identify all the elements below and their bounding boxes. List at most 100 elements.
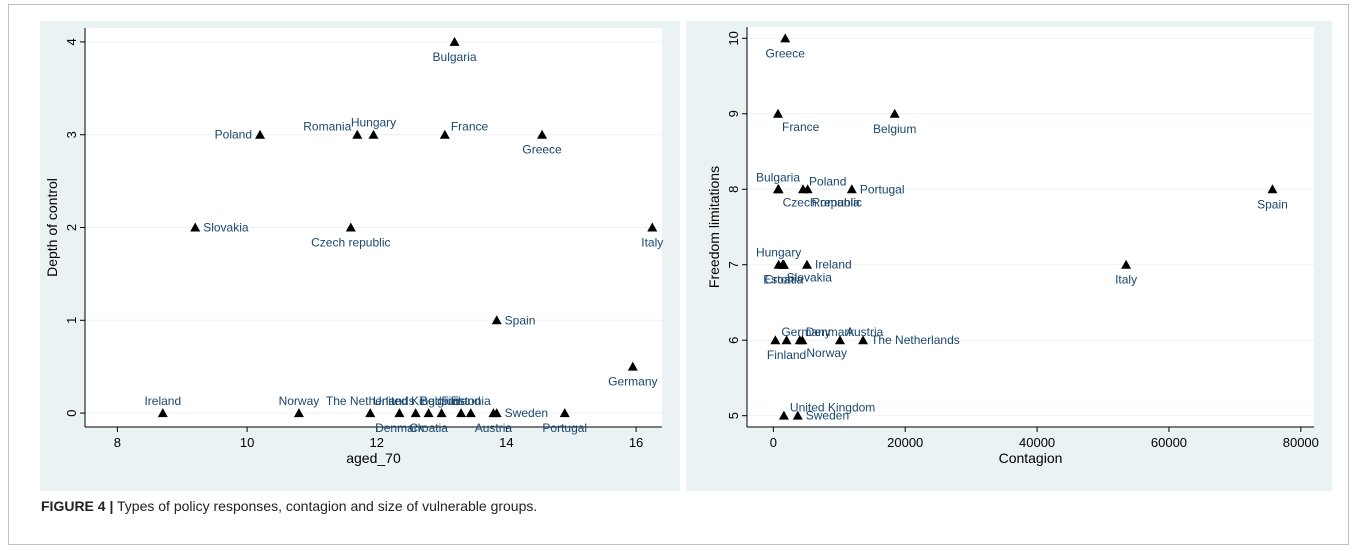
- chart-0-point-label-croatia: Croatia: [409, 421, 448, 435]
- chart-0-point-label-finland: Finland: [441, 394, 480, 408]
- chart-0-marker-greece: [537, 129, 548, 139]
- chart-0-point-label-ireland: Ireland: [144, 394, 181, 408]
- chart-1-point-label-austria: Austria: [846, 325, 884, 339]
- chart-1-point-label-greece: Greece: [766, 46, 806, 60]
- chart-0-y-tick-label-2: 2: [64, 224, 79, 231]
- chart-1-point-label-france: France: [782, 120, 820, 134]
- chart-1-point-label-italy: Italy: [1115, 273, 1137, 287]
- chart-1-point-label-denmark: Denmark: [806, 325, 856, 339]
- chart-1-marker-united-kingdom: [778, 410, 789, 420]
- chart-1-marker-sweden: [792, 410, 803, 420]
- chart-1-x-tick-label-3: 60000: [1151, 435, 1187, 450]
- chart-0-point-label-greece: Greece: [522, 143, 562, 157]
- chart-0-point-label-spain: Spain: [505, 313, 536, 327]
- chart-1-point-label-slovakia: Slovakia: [787, 271, 833, 285]
- chart-1-x-tick-label-1: 20000: [887, 435, 923, 450]
- chart-contagion-freedom-limitations: 0 20000 40000 60000 80000 5 6 7 8 9 10 Contagion Fre…: [686, 21, 1332, 491]
- chart-0-x-tick-label-1: 10: [240, 435, 254, 450]
- chart-1-marker-ireland: [801, 259, 812, 269]
- chart-1-marker-portugal: [846, 184, 857, 194]
- figure-frame: [8, 4, 1349, 545]
- chart-0-point-label-italy: Italy: [641, 236, 663, 250]
- chart-0-point-label-belgium: Belgium: [420, 394, 463, 408]
- chart-1-marker-norway: [797, 335, 808, 345]
- chart-0-point-label-czech-republic: Czech republic: [311, 236, 390, 250]
- chart-0-marker-hungary: [368, 129, 379, 139]
- chart-0-marker-united-kingdom: [410, 408, 421, 418]
- chart-1-marker-greece: [780, 33, 791, 43]
- chart-1-point-label-norway: Norway: [806, 346, 847, 360]
- chart-0-point-label-slovakia: Slovakia: [203, 221, 249, 235]
- chart-1-point-label-spain: Spain: [1257, 197, 1288, 211]
- chart-0-point-label-france: France: [451, 120, 489, 134]
- chart-1-point-label-germany: Germany: [781, 325, 830, 339]
- chart-1-point-label-portugal: Portugal: [860, 182, 905, 196]
- chart-1-y-tick-label-5: 10: [726, 31, 741, 45]
- chart-0-point-label-united-kingdom: United Kingdom: [373, 394, 458, 408]
- chart-0-marker-poland: [255, 129, 266, 139]
- chart-1-point-label-poland: Poland: [809, 174, 846, 188]
- chart-1-point-label-hungary: Hungary: [756, 246, 801, 260]
- chart-1-plot-area: [747, 27, 1314, 427]
- chart-0-marker-finland: [456, 408, 467, 418]
- chart-0-point-label-austria: Austria: [475, 421, 513, 435]
- chart-0-point-label-sweden: Sweden: [505, 406, 548, 420]
- chart-0-marker-slovakia: [190, 222, 201, 232]
- chart-0-x-axis-title: aged_70: [346, 450, 401, 466]
- chart-0-y-tick-label-1: 1: [64, 317, 79, 324]
- chart-1-y-tick-label-1: 6: [726, 337, 741, 344]
- chart-1-marker-italy: [1121, 259, 1132, 269]
- chart-0-marker-sweden: [491, 408, 502, 418]
- chart-0-point-label-denmark: Denmark: [375, 421, 425, 435]
- chart-1-point-label-bulgaria: Bulgaria: [756, 170, 800, 184]
- chart-1-marker-austria: [834, 335, 845, 345]
- chart-0-point-label-portugal: Portugal: [542, 421, 587, 435]
- chart-1-x-tick-label-4: 80000: [1283, 435, 1319, 450]
- chart-0-point-label-hungary: Hungary: [351, 116, 396, 130]
- chart-1-point-label-sweden: Sweden: [806, 409, 849, 423]
- chart-1-marker-czech-republic: [773, 184, 784, 194]
- chart-0-point-label-germany: Germany: [608, 375, 657, 389]
- chart-0-marker-denmark: [394, 408, 405, 418]
- chart-0-marker-portugal: [559, 408, 570, 418]
- chart-0-marker-estonia: [465, 408, 476, 418]
- chart-1-point-label-the-netherlands: The Netherlands: [871, 333, 960, 347]
- chart-1-point-label-croatia: Croatia: [765, 273, 804, 287]
- chart-1-marker-germany: [770, 335, 781, 345]
- chart-1-marker-finland: [781, 335, 792, 345]
- chart-0-x-tick-label-4: 16: [629, 435, 643, 450]
- chart-0-x-tick-label-0: 8: [114, 435, 121, 450]
- chart-0-marker-ireland: [157, 408, 168, 418]
- chart-0-point-label-estonia: Estonia: [451, 394, 491, 408]
- chart-1-point-label-united-kingdom: United Kingdom: [790, 401, 875, 415]
- chart-1-point-label-estonia: Estonia: [763, 273, 803, 287]
- chart-0-points: Bulgaria Poland Romania Hungary France Greece…: [144, 36, 663, 435]
- chart-0-marker-bulgaria: [449, 36, 460, 46]
- figure-label: FIGURE 4 |: [41, 498, 114, 514]
- chart-1-marker-the-netherlands: [858, 335, 869, 345]
- chart-0-marker-france: [439, 129, 450, 139]
- figure-caption: FIGURE 4 | Types of policy responses, co…: [41, 498, 1331, 514]
- chart-1-x-tick-label-0: 0: [770, 435, 777, 450]
- chart-1-point-label-finland: Finland: [767, 348, 806, 362]
- chart-1-marker-france: [772, 108, 783, 118]
- chart-0-y-axis-title: Depth of control: [44, 178, 60, 277]
- chart-0-marker-norway: [293, 408, 304, 418]
- chart-0-marker-romania: [352, 129, 363, 139]
- chart-0-point-label-norway: Norway: [279, 394, 320, 408]
- chart-1-point-label-romania: Romania: [812, 195, 860, 209]
- chart-0-y-tick-label-4: 4: [64, 38, 79, 45]
- chart-1-point-label-belgium: Belgium: [873, 122, 916, 136]
- chart-1-y-tick-label-0: 5: [726, 412, 741, 419]
- chart-1-points: Greece France Belgium Bulgaria Czech republi…: [756, 33, 1288, 423]
- chart-1-marker-spain: [1267, 184, 1278, 194]
- chart-0-y-tick-label-0: 0: [64, 409, 79, 416]
- chart-0-marker-the-netherlands: [365, 408, 376, 418]
- chart-1-marker-croatia: [778, 259, 789, 269]
- chart-0-x-tick-label-2: 12: [370, 435, 384, 450]
- figure-caption-text: Types of policy responses, contagion and…: [117, 498, 538, 514]
- chart-0-point-label-the-netherlands: The Netherlands: [326, 394, 415, 408]
- chart-0-point-label-poland: Poland: [215, 128, 252, 142]
- chart-0-marker-spain: [491, 315, 502, 325]
